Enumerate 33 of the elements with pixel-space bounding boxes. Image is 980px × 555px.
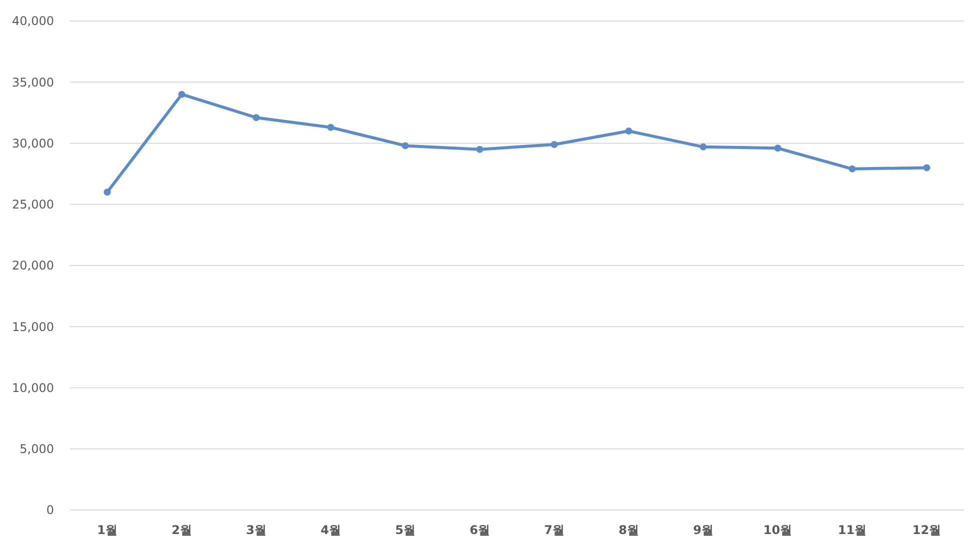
x-tick-label: 2월 [172, 523, 192, 537]
point [774, 144, 782, 152]
x-tick-label: 3월 [246, 523, 266, 537]
point [402, 142, 409, 150]
x-tick-label: 5월 [395, 523, 416, 537]
x-tick-label: 4월 [320, 523, 341, 537]
point [252, 114, 260, 122]
x-tick-label: 8월 [618, 523, 639, 537]
x-tick-label: 7월 [544, 523, 564, 537]
y-tick-label: 30,000 [12, 136, 54, 150]
x-tick-label: 9월 [693, 523, 714, 537]
y-tick-label: 20,000 [12, 258, 54, 273]
point [923, 164, 930, 172]
x-tick-label: 11월 [838, 523, 867, 537]
x-tick-label: 6월 [470, 523, 490, 537]
y-tick-label: 25,000 [12, 198, 54, 212]
point [550, 140, 558, 148]
point [700, 143, 707, 150]
point [327, 124, 334, 131]
y-tick-label: 10,000 [12, 380, 54, 395]
y-tick-label: 35,000 [12, 75, 54, 90]
point [178, 90, 186, 98]
point [625, 128, 632, 135]
point [848, 165, 856, 172]
y-tick-label: 40,000 [12, 14, 54, 28]
y-tick-label: 15,000 [12, 320, 54, 334]
y-tick-label: 0 [46, 503, 54, 518]
point [476, 146, 484, 153]
x-tick-label: 12월 [912, 523, 942, 537]
y-tick-label: 5,000 [20, 442, 54, 456]
x-tick-label: 10월 [763, 523, 792, 537]
point [104, 188, 111, 196]
x-tick-label: 1월 [97, 523, 118, 537]
